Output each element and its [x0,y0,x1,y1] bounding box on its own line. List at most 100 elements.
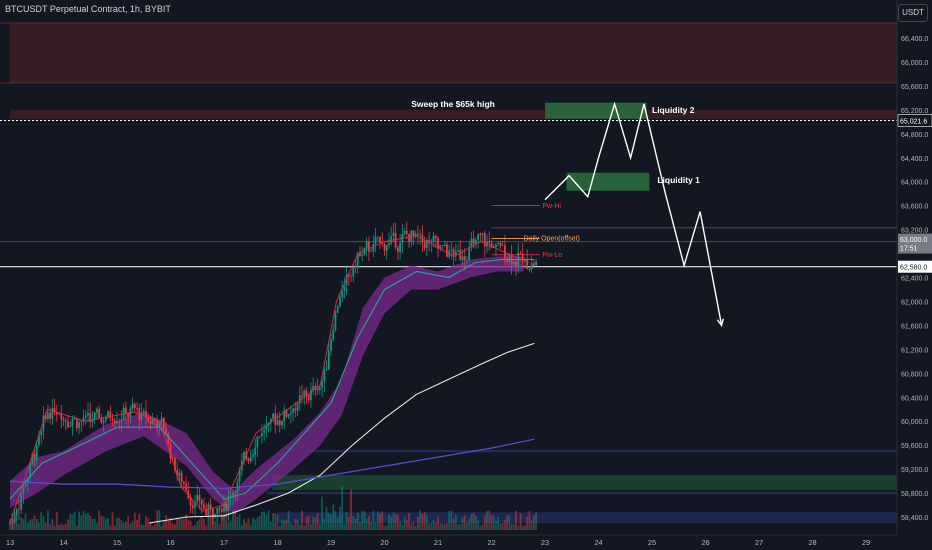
candle-body [281,421,283,426]
volume-bar [31,518,34,530]
volume-bar [91,518,94,530]
price-axis-bg [897,0,932,550]
currency-button[interactable]: USDT [898,4,928,22]
candle-body [187,489,190,499]
sma-red-line [9,235,530,524]
candle-body [29,463,31,478]
candle-body [370,251,373,253]
red-band-65k [10,109,897,119]
volume-bar [434,522,437,530]
volume-bar [111,511,114,530]
volume-bar [450,510,453,530]
volume-bar [67,519,69,530]
candle-body [198,495,201,501]
candle-body [38,435,40,446]
candle-body [149,421,152,425]
volume-bar [182,519,185,530]
volume-bar [40,512,43,530]
projection-path [544,101,723,326]
candle-body [318,387,321,391]
candle-body [356,252,359,267]
candle-body [147,417,150,422]
volume-bar [528,511,531,530]
volume-bar [356,512,359,530]
volume-bar [448,511,451,530]
volume-bar [361,510,364,530]
y-tick-label: 59,600.0 [901,443,928,450]
volume-bar [352,516,355,530]
volume-bar [289,522,292,530]
candle-body [116,420,118,424]
volume-bar [267,510,270,530]
volume-bar [22,518,25,530]
volume-bar [430,522,433,530]
volume-bar [374,522,377,530]
candle-body [82,417,85,422]
blue-band-lower [277,512,897,523]
volume-bar [345,512,348,530]
volume-bar [381,511,384,530]
volume-bar [245,522,248,530]
candle-body [497,242,500,244]
candle-body [113,420,116,424]
volume-bar [156,510,159,530]
candle-body [104,416,107,421]
volume-bar [42,515,45,530]
volume-bar [408,512,410,530]
volume-bar [55,512,58,530]
volume-bar [515,510,517,530]
volume-bar [495,521,497,530]
volume-bar [305,516,308,530]
candle-body [252,455,254,458]
volume-bar [133,512,136,530]
volume-bar [211,512,214,530]
sweep-annotation: Sweep the $65k high [411,99,495,109]
volume-bar [439,523,442,530]
candle-body [98,408,101,419]
volume-bar [167,520,170,530]
volume-bar [477,520,480,530]
candle-body [276,420,279,426]
candle-body [528,269,531,271]
volume-bar [526,516,529,530]
volume-bar [370,521,373,530]
candle-body [339,296,341,307]
volume-bar [49,524,52,530]
volume-bar [316,512,319,530]
volume-bar [254,519,257,530]
candle-body [354,266,357,268]
volume-bar [363,511,366,530]
candle-body [323,370,326,382]
candle-body [60,413,63,420]
volume-bar [501,522,504,530]
y-tick-label: 60,400.0 [901,395,928,402]
candle-body [477,234,480,240]
demand-green-zone [272,475,897,491]
candle-body [194,501,196,509]
volume-bar [153,524,156,530]
candle-body [53,408,56,413]
candle-body [379,236,381,243]
candle-body [24,482,27,487]
volume-bar [189,520,192,530]
candle-body [466,260,468,262]
candle-body [178,472,181,476]
candle-body [93,412,96,420]
volume-bar [336,517,339,530]
volume-bar [490,514,493,530]
volume-bar [307,515,310,530]
candle-body [414,233,417,237]
volume-bar [432,520,435,530]
volume-bar [457,524,459,530]
candle-body [256,437,259,448]
volume-bar [314,517,317,530]
volume-bar [519,513,522,530]
candle-body [439,245,442,249]
volume-bar [394,513,397,530]
volume-bar [421,513,424,530]
candle-body [457,250,459,252]
candle-body [430,241,433,243]
candle-body [278,420,281,426]
